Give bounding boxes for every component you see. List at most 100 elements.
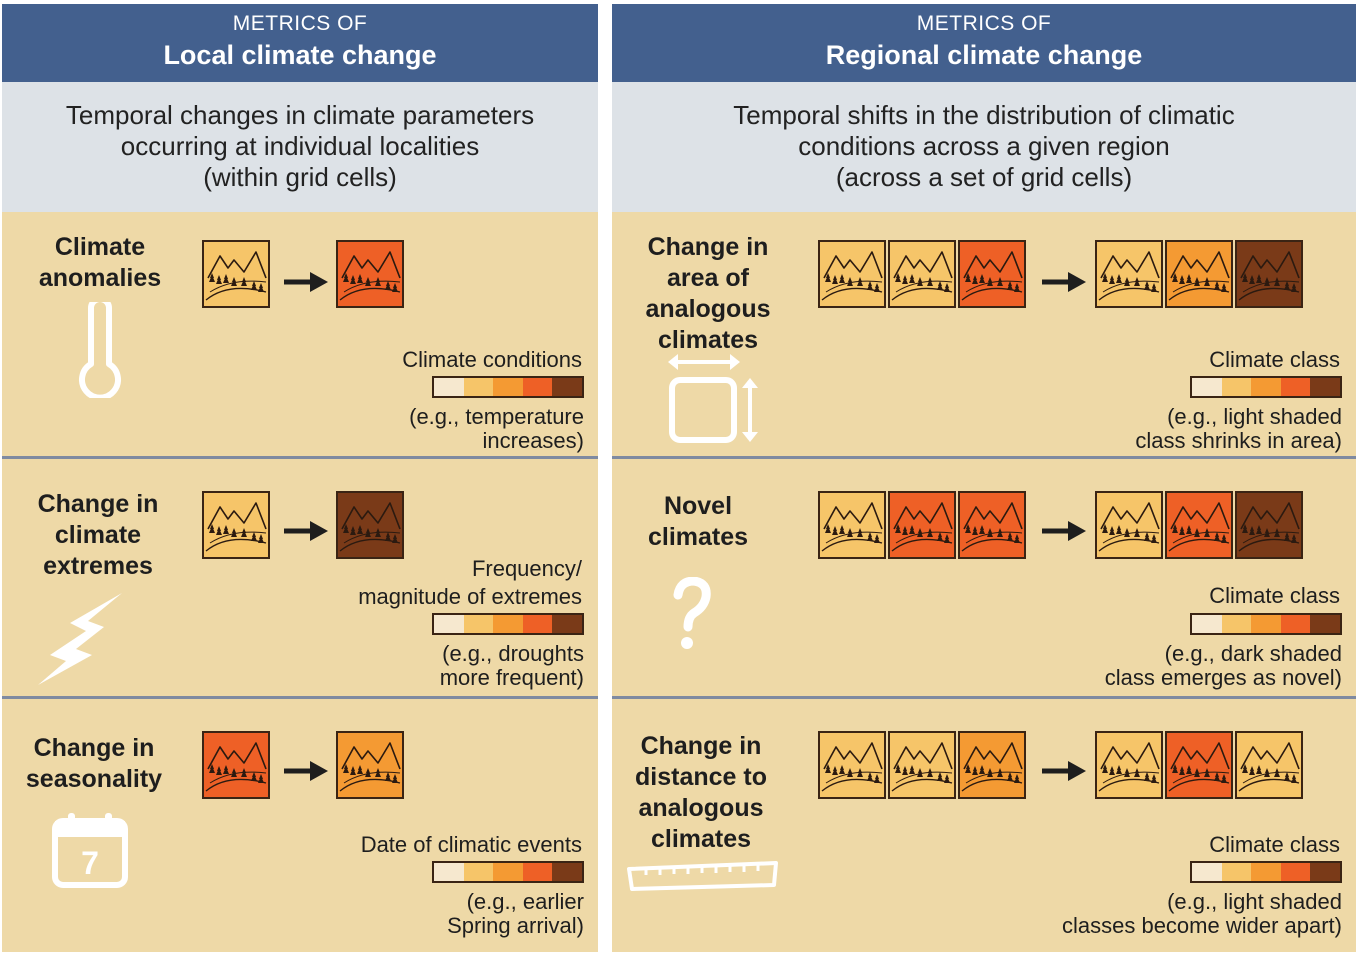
landscape-tile: [336, 491, 404, 559]
landscape-tile: [818, 491, 886, 559]
calendar-day: 7: [81, 845, 99, 881]
color-scale-swatch-1: [1192, 615, 1222, 633]
row-title: Change in seasonality: [16, 733, 172, 795]
color-scale-swatch-4: [522, 378, 553, 396]
color-scale-swatch-2: [1221, 615, 1252, 633]
landscape-tile: [818, 731, 886, 799]
arrow-icon: [284, 272, 328, 292]
regional-desc-line-1: Temporal shifts in the distribution of c…: [733, 100, 1235, 130]
landscape-illustration: [820, 733, 884, 797]
scale-label: Climate class: [1209, 348, 1340, 372]
row-title-line: climates: [657, 326, 759, 354]
landscape-illustration: [338, 493, 402, 557]
color-scale: [432, 376, 584, 398]
example-line: (e.g., temperature: [409, 404, 584, 429]
example-line: (e.g., light shaded: [1167, 404, 1342, 429]
color-scale-swatch-5: [552, 615, 582, 633]
landscape-tile: [336, 731, 404, 799]
lightning-icon: [38, 593, 122, 685]
scale-label: Date of climatic events: [361, 833, 582, 857]
arrow-icon: [1042, 272, 1086, 292]
row-title-line: Climate: [54, 233, 146, 261]
color-scale-swatch-3: [1251, 378, 1281, 396]
example-line: (e.g., droughts: [442, 641, 584, 666]
landscape-illustration: [960, 493, 1024, 557]
row-title-line: analogous: [645, 295, 771, 323]
landscape-illustration: [820, 242, 884, 306]
example-text: (e.g., light shaded class shrinks in are…: [1135, 405, 1342, 453]
color-scale-swatch-2: [1221, 863, 1252, 881]
example-text: (e.g., droughts more frequent): [440, 642, 584, 690]
row-title-line: Novel: [663, 492, 733, 520]
landscape-illustration: [338, 242, 402, 306]
landscape-illustration: [1237, 733, 1301, 797]
landscape-tile: [202, 240, 270, 308]
landscape-tile: [202, 491, 270, 559]
arrow-icon: [1042, 761, 1086, 781]
landscape-illustration: [204, 493, 268, 557]
landscape-tile: [818, 240, 886, 308]
row-seasonality: Change in seasonality 7 Date of climatic…: [2, 699, 598, 952]
calendar-icon: 7: [52, 813, 128, 888]
landscape-illustration: [1167, 242, 1231, 306]
row-title-line: Change in: [37, 490, 159, 518]
regional-header: METRICS OF Regional climate change: [612, 4, 1356, 82]
landscape-illustration: [1237, 242, 1301, 306]
row-climate-extremes: Change in climate extremes Frequency/ ma…: [2, 459, 598, 696]
scale-label-line: Climate class: [1209, 347, 1340, 372]
color-scale-swatch-1: [434, 863, 464, 881]
arrow-icon: [1042, 521, 1086, 541]
regional-header-small: METRICS OF: [916, 12, 1052, 35]
landscape-illustration: [960, 242, 1024, 306]
scale-label: Climate conditions: [402, 348, 582, 372]
example-line: class emerges as novel): [1104, 665, 1342, 690]
example-text: (e.g., light shaded classes become wider…: [1062, 890, 1342, 938]
landscape-illustration: [1237, 493, 1301, 557]
landscape-tile: [1165, 491, 1233, 559]
color-scale: [432, 861, 584, 883]
color-scale: [1190, 613, 1342, 635]
landscape-illustration: [890, 733, 954, 797]
landscape-illustration: [1097, 242, 1161, 306]
row-title: Climate anomalies: [22, 232, 178, 294]
row-divider: [612, 696, 1356, 699]
row-title: Change in distance to analogous climates: [618, 731, 784, 855]
local-climate-column: METRICS OF Local climate change Temporal…: [2, 4, 598, 952]
color-scale-swatch-5: [1310, 378, 1340, 396]
landscape-tile: [1165, 731, 1233, 799]
color-scale-swatch-5: [552, 863, 582, 881]
row-climate-anomalies: Climate anomalies Climate conditions (e.…: [2, 212, 598, 456]
landscape-tile: [958, 731, 1026, 799]
landscape-illustration: [204, 733, 268, 797]
color-scale-swatch-3: [1251, 863, 1281, 881]
scale-label-line: magnitude of extremes: [358, 584, 582, 609]
landscape-illustration: [890, 493, 954, 557]
arrow-icon: [284, 521, 328, 541]
row-title-line: anomalies: [38, 264, 162, 292]
color-scale-swatch-2: [463, 615, 494, 633]
row-title-line: extremes: [43, 552, 153, 580]
landscape-tile: [1235, 731, 1303, 799]
example-line: classes become wider apart): [1061, 913, 1342, 938]
landscape-tile: [202, 731, 270, 799]
landscape-illustration: [338, 733, 402, 797]
regional-climate-column: METRICS OF Regional climate change Tempo…: [612, 4, 1356, 952]
scale-label-line: Climate class: [1209, 583, 1340, 608]
row-title-line: climates: [650, 825, 752, 853]
row-title-line: seasonality: [25, 765, 163, 793]
landscape-tile: [1235, 491, 1303, 559]
landscape-illustration: [890, 242, 954, 306]
row-area-analogous: Change in area of analogous climates Cli…: [612, 212, 1356, 456]
row-distance-analogous: Change in distance to analogous climates…: [612, 699, 1356, 952]
landscape-tile: [958, 491, 1026, 559]
row-title-line: Change in: [647, 233, 769, 261]
example-line: class shrinks in area): [1135, 428, 1342, 453]
color-scale-swatch-4: [522, 615, 553, 633]
arrow-icon: [284, 761, 328, 781]
color-scale-swatch-1: [434, 615, 464, 633]
scale-label: Climate class: [1209, 584, 1340, 608]
color-scale-swatch-1: [1192, 378, 1222, 396]
local-header: METRICS OF Local climate change: [2, 4, 598, 82]
regional-header-title: Regional climate change: [825, 40, 1143, 70]
thermometer-icon: [79, 302, 121, 398]
